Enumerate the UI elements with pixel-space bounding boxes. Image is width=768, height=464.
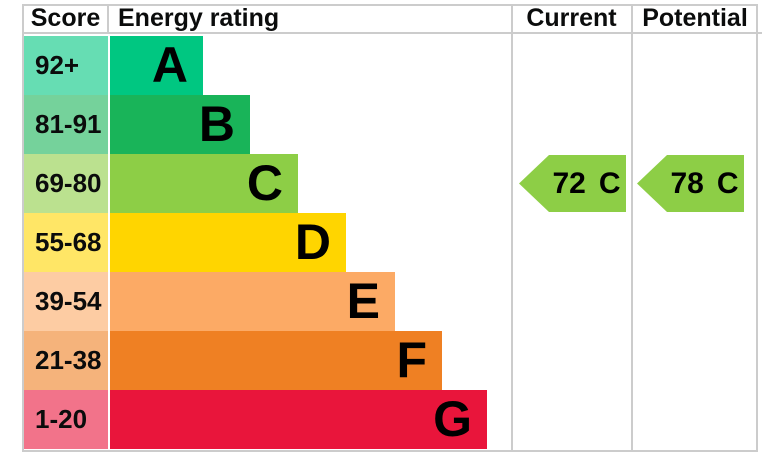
column-header-potential: Potential	[642, 3, 748, 32]
band-letter-d: D	[294, 213, 331, 270]
band-bar-c: C	[110, 154, 298, 213]
current-rating-value: 72	[552, 166, 586, 200]
divider-score-rating	[107, 4, 109, 34]
score-range-cell-c: 69-80	[24, 154, 108, 213]
score-range-cell-e: 39-54	[24, 272, 108, 331]
band-bar-a: A	[110, 36, 203, 95]
divider-rating-current	[511, 4, 513, 452]
divider-current-potential	[631, 4, 633, 452]
band-letter-b: B	[198, 95, 235, 152]
band-row-b: 81-91 B	[0, 95, 768, 154]
score-range-cell-b: 81-91	[24, 95, 108, 154]
potential-rating-value: 78	[670, 166, 704, 200]
score-range-cell-a: 92+	[24, 36, 108, 95]
band-row-f: 21-38 F	[0, 331, 768, 390]
column-header-energy-rating: Energy rating	[118, 3, 280, 32]
score-range-cell-d: 55-68	[24, 213, 108, 272]
band-row-e: 39-54 E	[0, 272, 768, 331]
band-letter-f: F	[396, 331, 427, 388]
column-header-score: Score	[30, 3, 101, 32]
band-bar-e: E	[110, 272, 395, 331]
band-letter-c: C	[246, 154, 283, 211]
band-letter-a: A	[151, 36, 188, 93]
score-range-cell-g: 1-20	[24, 390, 108, 449]
band-bar-f: F	[110, 331, 442, 390]
band-row-c: 69-80 C	[0, 154, 768, 213]
band-row-a: 92+ A	[0, 36, 768, 95]
potential-rating-letter: C	[716, 166, 739, 200]
band-row-d: 55-68 D	[0, 213, 768, 272]
band-letter-g: G	[433, 390, 472, 447]
column-header-current: Current	[526, 3, 617, 32]
score-range-cell-f: 21-38	[24, 331, 108, 390]
band-bar-d: D	[110, 213, 346, 272]
band-letter-e: E	[346, 272, 380, 329]
header-separator-line	[22, 32, 762, 34]
current-rating-letter: C	[598, 166, 621, 200]
band-bar-b: B	[110, 95, 250, 154]
band-row-g: 1-20 G	[0, 390, 768, 449]
band-bar-g: G	[110, 390, 487, 449]
